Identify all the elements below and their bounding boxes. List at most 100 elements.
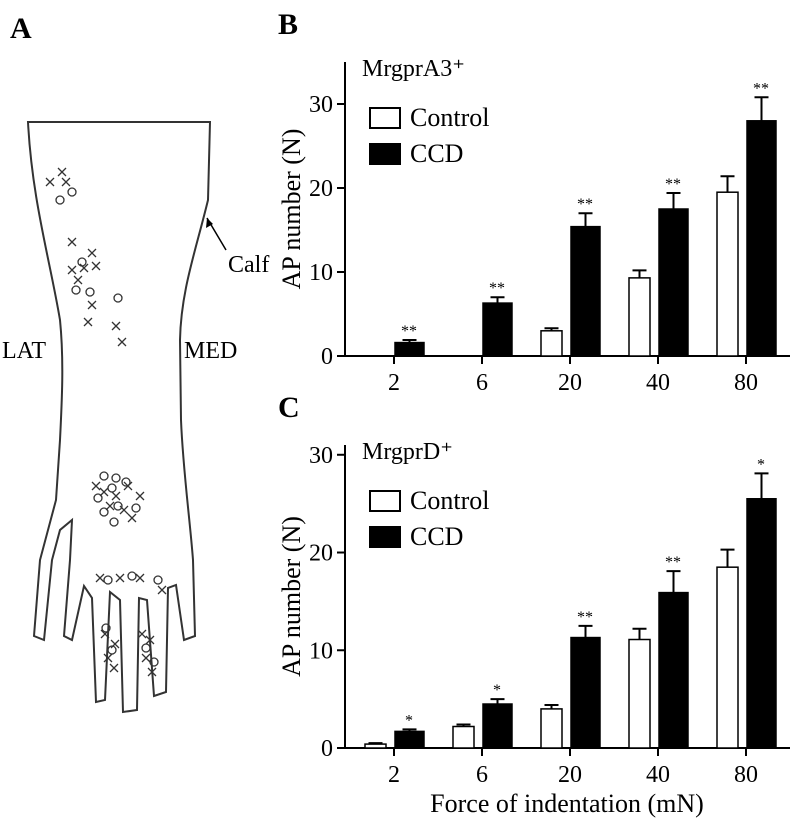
circle-marker bbox=[107, 483, 117, 493]
error-bar bbox=[368, 742, 383, 745]
error-bar bbox=[632, 627, 647, 640]
bar bbox=[570, 636, 601, 749]
bar bbox=[746, 498, 777, 749]
legend-swatch bbox=[369, 490, 401, 512]
y-tick-label: 0 bbox=[321, 736, 333, 762]
cross-marker bbox=[87, 248, 97, 258]
cross-marker bbox=[105, 501, 115, 511]
cross-marker bbox=[141, 653, 151, 663]
y-tick-label: 10 bbox=[309, 638, 333, 664]
significance-label: ** bbox=[753, 80, 769, 97]
chart-title: MrgprD⁺ bbox=[362, 439, 453, 465]
cross-marker bbox=[111, 491, 121, 501]
legend-label: CCD bbox=[410, 522, 463, 551]
significance-label: * bbox=[493, 682, 501, 699]
error-bar bbox=[666, 192, 681, 209]
bar bbox=[394, 730, 425, 749]
x-tick-label: 2 bbox=[388, 762, 400, 788]
circle-marker bbox=[71, 285, 81, 295]
significance-label: ** bbox=[401, 323, 417, 340]
circle-marker bbox=[111, 473, 121, 483]
circle-marker bbox=[127, 571, 137, 581]
cross-marker bbox=[83, 317, 93, 327]
x-tick-label: 2 bbox=[388, 370, 400, 396]
circle-marker bbox=[77, 257, 87, 267]
significance-label: ** bbox=[577, 609, 593, 626]
significance-label: ** bbox=[577, 196, 593, 213]
circle-marker bbox=[153, 575, 163, 585]
chart-title: MrgprA3⁺ bbox=[362, 56, 465, 82]
bar bbox=[570, 225, 601, 357]
diagram-label: Calf bbox=[228, 252, 269, 278]
x-tick-label: 20 bbox=[558, 370, 582, 396]
cross-marker bbox=[67, 237, 77, 247]
error-bar bbox=[402, 339, 417, 343]
circle-marker bbox=[131, 503, 141, 513]
error-bar bbox=[754, 96, 769, 121]
error-bar bbox=[578, 212, 593, 227]
x-tick-label: 40 bbox=[646, 370, 670, 396]
circle-marker bbox=[141, 643, 151, 653]
circle-marker bbox=[101, 623, 111, 633]
cross-marker bbox=[61, 177, 71, 187]
y-tick-label: 10 bbox=[309, 260, 333, 286]
circle-marker bbox=[67, 187, 77, 197]
cross-marker bbox=[117, 337, 127, 347]
x-tick-label: 40 bbox=[646, 762, 670, 788]
significance-label: ** bbox=[665, 176, 681, 193]
error-bar bbox=[544, 327, 559, 331]
cross-marker bbox=[67, 265, 77, 275]
bar bbox=[364, 743, 387, 749]
bar bbox=[746, 120, 777, 357]
x-tick-label: 80 bbox=[734, 762, 758, 788]
circle-marker bbox=[103, 575, 113, 585]
error-bar bbox=[490, 296, 505, 304]
error-bar bbox=[490, 698, 505, 705]
circle-marker bbox=[109, 517, 119, 527]
error-bar bbox=[578, 624, 593, 638]
bar bbox=[658, 208, 689, 357]
bar bbox=[540, 330, 563, 357]
bar bbox=[628, 277, 651, 357]
x-tick-label: 20 bbox=[558, 762, 582, 788]
bar bbox=[716, 191, 739, 357]
cross-marker bbox=[87, 300, 97, 310]
circle-marker bbox=[55, 195, 65, 205]
diagram-label: LAT bbox=[2, 338, 46, 364]
cross-marker bbox=[45, 177, 55, 187]
cross-marker bbox=[110, 639, 120, 649]
cross-marker bbox=[91, 481, 101, 491]
y-axis-label: AP number (N) bbox=[277, 129, 306, 290]
cross-marker bbox=[95, 573, 105, 583]
error-bar bbox=[402, 728, 417, 732]
hindpaw-outline bbox=[26, 121, 212, 714]
bar bbox=[482, 302, 513, 357]
x-tick-label: 80 bbox=[734, 370, 758, 396]
panel-label: A bbox=[10, 12, 32, 45]
bar bbox=[716, 566, 739, 749]
bar bbox=[658, 591, 689, 749]
cross-marker bbox=[145, 635, 155, 645]
y-tick-label: 0 bbox=[321, 344, 333, 370]
circle-marker bbox=[85, 287, 95, 297]
panel-label: B bbox=[278, 8, 298, 41]
circle-marker bbox=[99, 507, 109, 517]
cross-marker bbox=[91, 261, 101, 271]
error-bar bbox=[456, 723, 471, 727]
circle-marker bbox=[99, 471, 109, 481]
legend-label: Control bbox=[410, 486, 489, 515]
x-tick-label: 6 bbox=[476, 762, 488, 788]
significance-label: * bbox=[757, 456, 765, 473]
error-bar bbox=[544, 703, 559, 709]
circle-marker bbox=[93, 493, 103, 503]
cross-marker bbox=[109, 663, 119, 673]
cross-marker bbox=[137, 629, 147, 639]
diagram-label: MED bbox=[184, 338, 237, 364]
panel-label: C bbox=[278, 391, 300, 424]
legend-swatch bbox=[369, 107, 401, 129]
error-bar bbox=[666, 570, 681, 593]
y-tick-label: 30 bbox=[309, 92, 333, 118]
cross-marker bbox=[115, 573, 125, 583]
circle-marker bbox=[113, 501, 123, 511]
y-tick-label: 20 bbox=[309, 541, 333, 567]
